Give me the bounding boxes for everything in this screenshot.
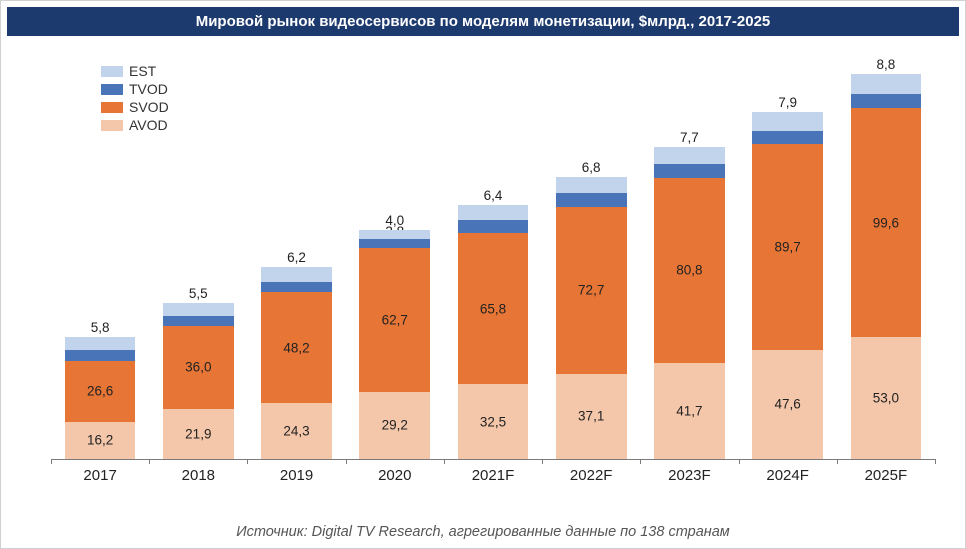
bar-column: 47,689,75,77,9 [739,57,837,459]
bar-segment-avod: 21,9 [163,409,234,459]
bar-segment-svod: 65,8 [458,233,529,384]
bar-segment-est: 4,0 [359,230,430,239]
bar-segment-tvod: 3,8 [359,239,430,248]
bar-segment-est: 5,8 [65,337,136,350]
bar-segment-avod: 41,7 [654,363,725,459]
axis-tick [935,459,936,464]
bar-stack: 24,348,24,76,2 [247,57,345,459]
bar-segment-avod: 37,1 [556,374,627,459]
chart-title: Мировой рынок видеосервисов по моделям м… [7,7,959,36]
bar-value-label: 24,3 [283,424,309,439]
bar-segment-est: 5,5 [163,303,234,316]
bar-segment-tvod: 4,7 [261,282,332,293]
bar-value-label: 37,1 [578,409,604,424]
bar-value-label: 6,2 [287,250,306,265]
bar-segment-tvod: 4,4 [163,316,234,326]
bar-column: 32,565,85,96,4 [444,57,542,459]
bar-segment-svod: 99,6 [851,108,922,337]
bar-segment-avod: 32,5 [458,384,529,459]
bar-value-label: 7,9 [778,95,797,110]
bar-stack: 16,226,64,65,8 [51,57,149,459]
bar-segment-avod: 47,6 [752,350,823,459]
bar-segment-svod: 62,7 [359,248,430,392]
bar-column: 41,780,85,87,7 [640,57,738,459]
x-axis-label: 2020 [346,467,444,484]
bar-stack: 32,565,85,96,4 [444,57,542,459]
bar-column: 53,099,66,18,8 [837,57,935,459]
bar-value-label: 41,7 [676,404,702,419]
bar-segment-tvod: 6,0 [556,193,627,207]
bar-segment-svod: 48,2 [261,292,332,403]
bar-value-label: 26,6 [87,384,113,399]
bar-segment-tvod: 5,7 [752,131,823,144]
bar-value-label: 4,0 [385,213,404,228]
bar-value-label: 5,5 [189,286,208,301]
bar-stack: 21,936,04,45,5 [149,57,247,459]
bar-segment-est: 6,2 [261,267,332,281]
bar-value-label: 8,8 [876,57,895,72]
bar-segment-svod: 80,8 [654,178,725,364]
bar-segment-svod: 89,7 [752,144,823,350]
bar-value-label: 6,8 [582,160,601,175]
source-caption: Источник: Digital TV Research, агрегиров… [1,524,965,540]
x-axis-label: 2023F [640,467,738,484]
plot-area: 16,226,64,65,821,936,04,45,524,348,24,76… [51,57,935,460]
x-axis-label: 2018 [149,467,247,484]
chart-area: ESTTVODSVODAVOD 16,226,64,65,821,936,04,… [41,57,945,488]
bar-value-label: 5,8 [91,320,110,335]
x-axis-label: 2025F [837,467,935,484]
bar-segment-avod: 29,2 [359,392,430,459]
bar-value-label: 32,5 [480,414,506,429]
bar-segment-tvod: 5,9 [458,220,529,234]
x-axis-labels: 20172018201920202021F2022F2023F2024F2025… [51,462,935,488]
bar-stack: 47,689,75,77,9 [739,57,837,459]
bar-segment-avod: 24,3 [261,403,332,459]
bar-column: 16,226,64,65,8 [51,57,149,459]
bar-segment-avod: 53,0 [851,337,922,459]
bar-segment-tvod: 5,8 [654,164,725,177]
bar-column: 24,348,24,76,2 [247,57,345,459]
bar-segment-svod: 72,7 [556,207,627,374]
x-axis-label: 2024F [739,467,837,484]
x-axis-label: 2022F [542,467,640,484]
bar-segment-est: 6,4 [458,205,529,220]
bar-value-label: 36,0 [185,360,211,375]
x-axis-label: 2017 [51,467,149,484]
bar-value-label: 48,2 [283,340,309,355]
bar-segment-est: 6,8 [556,177,627,193]
bar-value-label: 72,7 [578,283,604,298]
bar-value-label: 80,8 [676,263,702,278]
bar-segment-tvod: 4,6 [65,350,136,361]
bar-value-label: 99,6 [873,215,899,230]
bar-column: 21,936,04,45,5 [149,57,247,459]
bar-value-label: 29,2 [382,418,408,433]
bar-value-label: 6,4 [484,188,503,203]
bar-column: 29,262,73,84,0 [346,57,444,459]
x-axis-label: 2019 [247,467,345,484]
bar-segment-est: 7,9 [752,112,823,130]
bar-segment-avod: 16,2 [65,422,136,459]
bar-segment-svod: 36,0 [163,326,234,409]
bar-segment-est: 7,7 [654,147,725,165]
x-axis-label: 2021F [444,467,542,484]
bar-segment-est: 8,8 [851,74,922,94]
bar-stack: 41,780,85,87,7 [640,57,738,459]
bar-value-label: 65,8 [480,301,506,316]
bar-value-label: 62,7 [382,312,408,327]
bar-value-label: 47,6 [774,397,800,412]
bar-segment-svod: 26,6 [65,361,136,422]
bar-stack: 53,099,66,18,8 [837,57,935,459]
bar-value-label: 7,7 [680,130,699,145]
bar-value-label: 53,0 [873,391,899,406]
bar-value-label: 16,2 [87,433,113,448]
bar-stack: 37,172,76,06,8 [542,57,640,459]
bar-column: 37,172,76,06,8 [542,57,640,459]
bar-segment-tvod: 6,1 [851,94,922,108]
bar-value-label: 21,9 [185,426,211,441]
bar-value-label: 89,7 [774,239,800,254]
bar-stack: 29,262,73,84,0 [346,57,444,459]
